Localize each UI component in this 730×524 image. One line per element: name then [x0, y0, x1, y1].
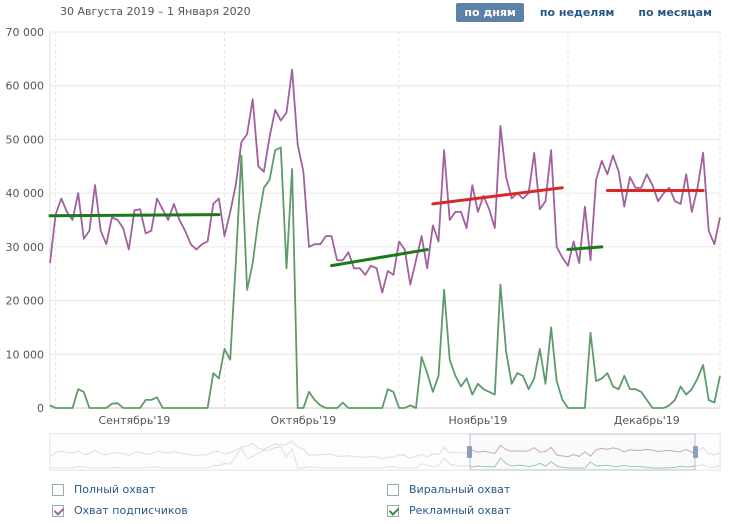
legend: Полный охват Охват подписчиков Виральный… [52, 483, 652, 523]
reach-chart: 0 10 000 20 000 30 000 40 000 50 000 60 000 70 … [6, 26, 721, 471]
x-month-label: Октябрь'19 [271, 414, 337, 427]
chart-series [49, 68, 721, 409]
date-range: 30 Августа 2019 – 1 Января 2020 [60, 5, 251, 18]
checkbox-full-reach[interactable] [52, 483, 64, 496]
tab-by-days[interactable]: по дням [456, 3, 524, 22]
chart-grid [49, 31, 721, 409]
y-tick-label: 70 000 [6, 26, 45, 39]
legend-item-viral[interactable]: Виральный охват [387, 483, 510, 496]
checkbox-viral[interactable] [387, 483, 399, 496]
y-tick-label: 30 000 [6, 241, 45, 254]
x-axis: Сентябрь'19 Октябрь'19 Ноябрь'19 Декабрь'19 [98, 414, 679, 427]
trend-line-green [566, 245, 604, 252]
period-tabs: по дням по неделям по месяцам [456, 3, 720, 22]
x-month-label: Сентябрь'19 [98, 414, 170, 427]
legend-label: Охват подписчиков [74, 504, 188, 517]
y-tick-label: 10 000 [6, 348, 45, 361]
x-month-label: Декабрь'19 [614, 414, 680, 427]
tab-by-months[interactable]: по месяцам [638, 6, 712, 19]
y-tick-label: 50 000 [6, 133, 45, 146]
trend-lines [48, 186, 705, 268]
series-subscribers-line [49, 68, 721, 294]
y-tick-label: 0 [37, 402, 44, 415]
tab-by-weeks[interactable]: по неделям [539, 6, 615, 19]
legend-item-ads[interactable]: Рекламный охват [387, 504, 511, 517]
navigator-handle-right [693, 446, 698, 458]
checkbox-ads[interactable] [387, 504, 399, 517]
navigator-mask-left [50, 434, 470, 470]
navigator-mask-right [695, 434, 720, 470]
trend-line-green [48, 213, 221, 218]
navigator-handle-left [467, 446, 472, 458]
legend-label: Рекламный охват [409, 504, 511, 517]
range-navigator[interactable] [49, 433, 721, 471]
y-axis: 0 10 000 20 000 30 000 40 000 50 000 60 000 70 … [6, 26, 45, 415]
series-ads-line [49, 146, 721, 409]
y-tick-label: 40 000 [6, 187, 45, 200]
x-month-label: Ноябрь'19 [448, 414, 507, 427]
checkbox-subscribers[interactable] [52, 504, 64, 517]
y-tick-label: 60 000 [6, 80, 45, 93]
trend-line-red [431, 186, 564, 206]
legend-item-full-reach[interactable]: Полный охват [52, 483, 155, 496]
y-tick-label: 20 000 [6, 295, 45, 308]
legend-label: Полный охват [74, 483, 156, 496]
trend-line-green [330, 248, 429, 268]
legend-label: Виральный охват [409, 483, 511, 496]
legend-item-subscribers[interactable]: Охват подписчиков [52, 504, 188, 517]
